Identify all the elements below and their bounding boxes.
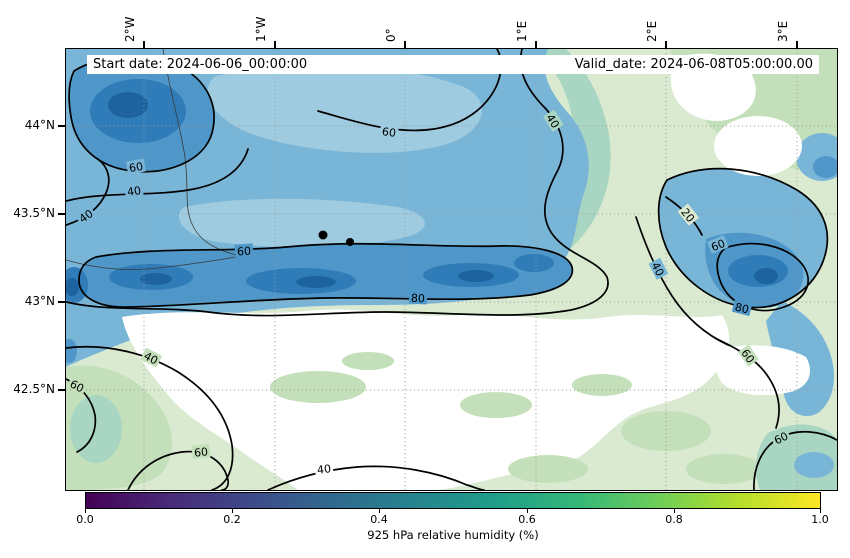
colorbar-tick bbox=[379, 509, 381, 513]
date-header-band: Start date: 2024-06-06_00:00:00 Valid_da… bbox=[87, 55, 819, 74]
contour-label: 40 bbox=[543, 109, 564, 132]
x-tick-label: 1°E bbox=[515, 20, 529, 42]
y-tick-label: 43.5°N bbox=[13, 206, 55, 220]
svg-text:60: 60 bbox=[193, 445, 208, 459]
x-tick-label: 3°E bbox=[776, 20, 790, 42]
contour-label: 60 bbox=[379, 123, 399, 140]
colorbar-tick-label: 0.2 bbox=[223, 513, 241, 526]
x-tick bbox=[665, 41, 667, 48]
green-islands bbox=[66, 339, 837, 490]
contour-label: 60 bbox=[769, 427, 792, 448]
svg-text:40: 40 bbox=[543, 112, 561, 131]
contour-label: 40 bbox=[140, 347, 163, 368]
map-plot-area: 60 40 40 60 40 80 60 20 60 40 80 60 40 6… bbox=[65, 48, 838, 491]
contour-labels: 60 40 40 60 40 80 60 20 60 40 80 60 40 6… bbox=[66, 109, 792, 477]
contour-label: 60 bbox=[125, 158, 146, 175]
svg-text:60: 60 bbox=[237, 245, 252, 259]
y-tick-label: 43°N bbox=[24, 294, 55, 308]
svg-text:80: 80 bbox=[411, 292, 426, 306]
x-tick-label: 1°W bbox=[254, 16, 268, 43]
svg-text:40: 40 bbox=[126, 184, 142, 199]
station-markers bbox=[318, 230, 354, 246]
svg-text:60: 60 bbox=[128, 160, 144, 175]
y-tick bbox=[58, 125, 65, 127]
contour-label: 40 bbox=[648, 257, 669, 280]
x-tick bbox=[274, 41, 276, 48]
colorbar-label: 925 hPa relative humidity (%) bbox=[367, 528, 539, 542]
svg-text:40: 40 bbox=[649, 260, 667, 278]
x-tick bbox=[404, 41, 406, 48]
y-tick-label: 44°N bbox=[24, 118, 55, 132]
x-tick-label: 2°W bbox=[123, 16, 137, 43]
colorbar-tick-label: 0.4 bbox=[370, 513, 388, 526]
contour-label: 60 bbox=[66, 375, 89, 396]
start-date-label: Start date: 2024-06-06_00:00:00 bbox=[93, 57, 308, 72]
x-tick bbox=[143, 41, 145, 48]
colorbar-tick-label: 0.6 bbox=[518, 513, 536, 526]
contour-label: 80 bbox=[408, 290, 428, 306]
y-tick bbox=[58, 213, 65, 215]
y-tick-label: 42.5°N bbox=[13, 382, 55, 396]
colorbar-tick bbox=[674, 509, 676, 513]
y-tick bbox=[58, 389, 65, 391]
svg-text:40: 40 bbox=[142, 349, 160, 367]
station-marker bbox=[346, 238, 354, 246]
colorbar bbox=[85, 492, 821, 509]
valid-date-label: Valid_date: 2024-06-08T05:00:00.00 bbox=[574, 57, 813, 72]
filled-humidity-regions bbox=[66, 49, 837, 490]
svg-text:60: 60 bbox=[772, 430, 790, 448]
svg-text:40: 40 bbox=[316, 462, 331, 477]
x-tick-label: 0° bbox=[384, 28, 398, 42]
contour-label: 40 bbox=[124, 182, 144, 199]
humidity-map: 60 40 40 60 40 80 60 20 60 40 80 60 40 6… bbox=[66, 49, 837, 490]
x-tick bbox=[535, 41, 537, 48]
svg-text:80: 80 bbox=[734, 300, 751, 316]
svg-text:60: 60 bbox=[709, 237, 727, 254]
colorbar-tick bbox=[527, 509, 529, 513]
station-marker bbox=[318, 230, 328, 240]
colorbar-tick-label: 0.0 bbox=[76, 513, 94, 526]
colorbar-tick bbox=[85, 509, 87, 513]
x-tick bbox=[796, 41, 798, 48]
colorbar-tick bbox=[820, 509, 822, 513]
country-border-line bbox=[66, 49, 241, 270]
y-tick bbox=[58, 301, 65, 303]
contour-label: 40 bbox=[314, 460, 334, 477]
svg-text:60: 60 bbox=[381, 125, 397, 140]
contour-label: 60 bbox=[234, 243, 254, 259]
svg-text:60: 60 bbox=[68, 377, 86, 395]
colorbar-tick bbox=[232, 509, 234, 513]
colorbar-tick-label: 1.0 bbox=[811, 513, 829, 526]
x-tick-label: 2°E bbox=[645, 20, 659, 42]
contour-label: 60 bbox=[191, 444, 211, 460]
contour-label: 80 bbox=[731, 299, 753, 316]
contour-label: 60 bbox=[707, 235, 729, 254]
colorbar-tick-label: 0.8 bbox=[665, 513, 683, 526]
